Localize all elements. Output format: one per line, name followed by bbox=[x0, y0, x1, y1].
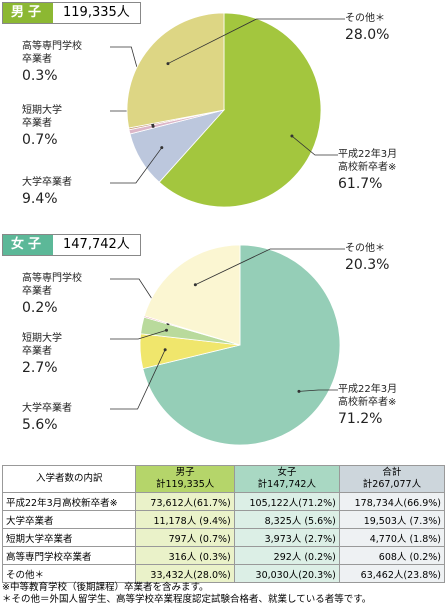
slice-name: その他＊ bbox=[345, 13, 385, 24]
table-row: 短期大学卒業者 797人 (0.7%) 3,973人 (2.7%) 4,770人 (1… bbox=[1, 528, 446, 547]
slice-value: 0.2% bbox=[22, 300, 58, 316]
leader-line bbox=[110, 329, 167, 340]
note: ＊その他＝外国人留学生、高等学校卒業程度認定試験合格者、就業している者等です。 bbox=[2, 594, 372, 605]
leader-dot bbox=[290, 134, 294, 138]
table-header: 入学者数の内訳 男子 計119,335人 女子 計147,742人 合計 計267,0… bbox=[1, 465, 446, 493]
table-cell: その他＊ bbox=[1, 564, 137, 583]
slice-value: 28.0% bbox=[345, 27, 390, 43]
slice-name: その他＊ bbox=[345, 243, 385, 254]
table-row: 大学卒業者 11,178人 (9.4%) 8,325人 (5.6%) 19,503人 … bbox=[1, 510, 446, 529]
slice-value: 61.7% bbox=[338, 176, 383, 192]
note: ※中等教育学校（後期課程）卒業者を含みます。 bbox=[2, 582, 209, 593]
chart-subtitle: 147,742人 bbox=[53, 235, 140, 255]
pie-slice bbox=[126, 12, 225, 129]
slice-label: 大学卒業者 9.4% bbox=[22, 176, 72, 207]
table-cell: 316人 (0.3%) bbox=[135, 546, 235, 565]
table-header-cell: 女子 計147,742人 bbox=[233, 465, 340, 493]
slice-name: 大学卒業者 bbox=[22, 177, 72, 188]
table-cell: 30,030人(20.3%) bbox=[233, 564, 340, 583]
leader-line bbox=[167, 18, 345, 64]
table-cell: 63,462人(23.8%) bbox=[338, 564, 446, 583]
chart-title: 女子 bbox=[3, 235, 54, 255]
slice-value: 0.7% bbox=[22, 132, 58, 148]
slice-value: 2.7% bbox=[22, 360, 58, 376]
table: 入学者数の内訳 男子 計119,335人 女子 計147,742人 合計 計267,0… bbox=[1, 465, 446, 583]
table-cell: 797人 (0.7%) bbox=[135, 528, 235, 547]
slice-value: 0.3% bbox=[22, 68, 58, 84]
table-body: 平成22年3月高校新卒者※ 73,612人(61.7%) 105,122人(71.2… bbox=[1, 492, 446, 583]
slice-name: 平成22年3月 高校新卒者※ bbox=[338, 384, 398, 408]
table-cell: 8,325人 (5.6%) bbox=[233, 510, 340, 529]
pie-slice bbox=[158, 12, 322, 208]
slice-label: 短期大学 卒業者 2.7% bbox=[22, 332, 62, 376]
slice-value: 5.6% bbox=[22, 417, 58, 433]
slice-label: その他＊ 20.3% bbox=[345, 242, 389, 273]
table-header-cell: 入学者数の内訳 bbox=[1, 465, 137, 493]
pie-slice bbox=[143, 244, 241, 346]
charts bbox=[110, 12, 345, 446]
table-header-cell: 男子 計119,335人 bbox=[135, 465, 235, 493]
slice-name: 平成22年3月 高校新卒者※ bbox=[338, 149, 398, 173]
leader-line bbox=[110, 147, 163, 184]
chart-header: 男子 119,335人 bbox=[2, 2, 141, 24]
leader-dot bbox=[164, 328, 168, 332]
slice-label: 短期大学 卒業者 0.7% bbox=[22, 104, 62, 148]
table-cell: 33,432人(28.0%) bbox=[135, 564, 235, 583]
table-cell: 178,734人(66.9%) bbox=[338, 492, 446, 511]
table-cell: 11,178人 (9.4%) bbox=[135, 510, 235, 529]
table-row: 平成22年3月高校新卒者※ 73,612人(61.7%) 105,122人(71.2… bbox=[1, 492, 446, 511]
slice-label: 高等専門学校 卒業者 0.3% bbox=[22, 40, 82, 84]
slice-name: 大学卒業者 bbox=[22, 403, 72, 414]
table-row: 高等専門学校卒業者 316人 (0.3%) 292人 (0.2%) 608人 (0.2… bbox=[1, 546, 446, 565]
leader-dot bbox=[163, 348, 167, 352]
chart-header: 女子 147,742人 bbox=[2, 234, 141, 256]
table-cell: 短期大学卒業者 bbox=[1, 528, 137, 547]
pie-slice bbox=[142, 244, 341, 446]
table-cell: 3,973人 (2.7%) bbox=[233, 528, 340, 547]
table-cell: 105,122人(71.2%) bbox=[233, 492, 340, 511]
leader-dot bbox=[151, 124, 155, 128]
slice-name: 高等専門学校 卒業者 bbox=[22, 41, 82, 65]
table-cell: 19,503人 (7.3%) bbox=[338, 510, 446, 529]
leader-line bbox=[298, 389, 338, 392]
slice-value: 9.4% bbox=[22, 191, 58, 207]
table-header-cell: 合計 計267,077人 bbox=[338, 465, 446, 493]
leader-line bbox=[291, 135, 338, 156]
slice-label: 大学卒業者 5.6% bbox=[22, 402, 72, 433]
table-cell: 292人 (0.2%) bbox=[233, 546, 340, 565]
slice-name: 高等専門学校 卒業者 bbox=[22, 273, 82, 297]
table-cell: 4,770人 (1.8%) bbox=[338, 528, 446, 547]
slice-name: 短期大学 卒業者 bbox=[22, 333, 62, 357]
leader-line bbox=[110, 349, 166, 410]
chart-title: 男子 bbox=[3, 3, 54, 23]
slice-label: その他＊ 28.0% bbox=[345, 12, 389, 43]
leader-dot bbox=[160, 146, 164, 150]
slice-label: 高等専門学校 卒業者 0.2% bbox=[22, 272, 82, 316]
chart-subtitle: 119,335人 bbox=[53, 3, 140, 23]
leader-line bbox=[195, 248, 345, 286]
table-cell: 73,612人(61.7%) bbox=[135, 492, 235, 511]
slice-label: 平成22年3月 高校新卒者※ 71.2% bbox=[338, 383, 397, 427]
leader-dot bbox=[297, 389, 301, 393]
slice-label: 平成22年3月 高校新卒者※ 61.7% bbox=[338, 148, 397, 192]
table-cell: 高等専門学校卒業者 bbox=[1, 546, 137, 565]
table-cell: 608人 (0.2%) bbox=[338, 546, 446, 565]
table-row: その他＊ 33,432人(28.0%) 30,030人(20.3%) 63,462人(… bbox=[1, 564, 446, 583]
leader-dot bbox=[193, 283, 197, 287]
slice-value: 71.2% bbox=[338, 411, 383, 427]
leader-dot bbox=[166, 62, 170, 66]
notes: ※中等教育学校（後期課程）卒業者を含みます。 ＊その他＝外国人留学生、高等学校卒業… bbox=[2, 582, 371, 606]
slice-value: 20.3% bbox=[345, 257, 390, 273]
table-cell: 大学卒業者 bbox=[1, 510, 137, 529]
slice-name: 短期大学 卒業者 bbox=[22, 105, 62, 129]
table-cell: 平成22年3月高校新卒者※ bbox=[1, 492, 137, 511]
